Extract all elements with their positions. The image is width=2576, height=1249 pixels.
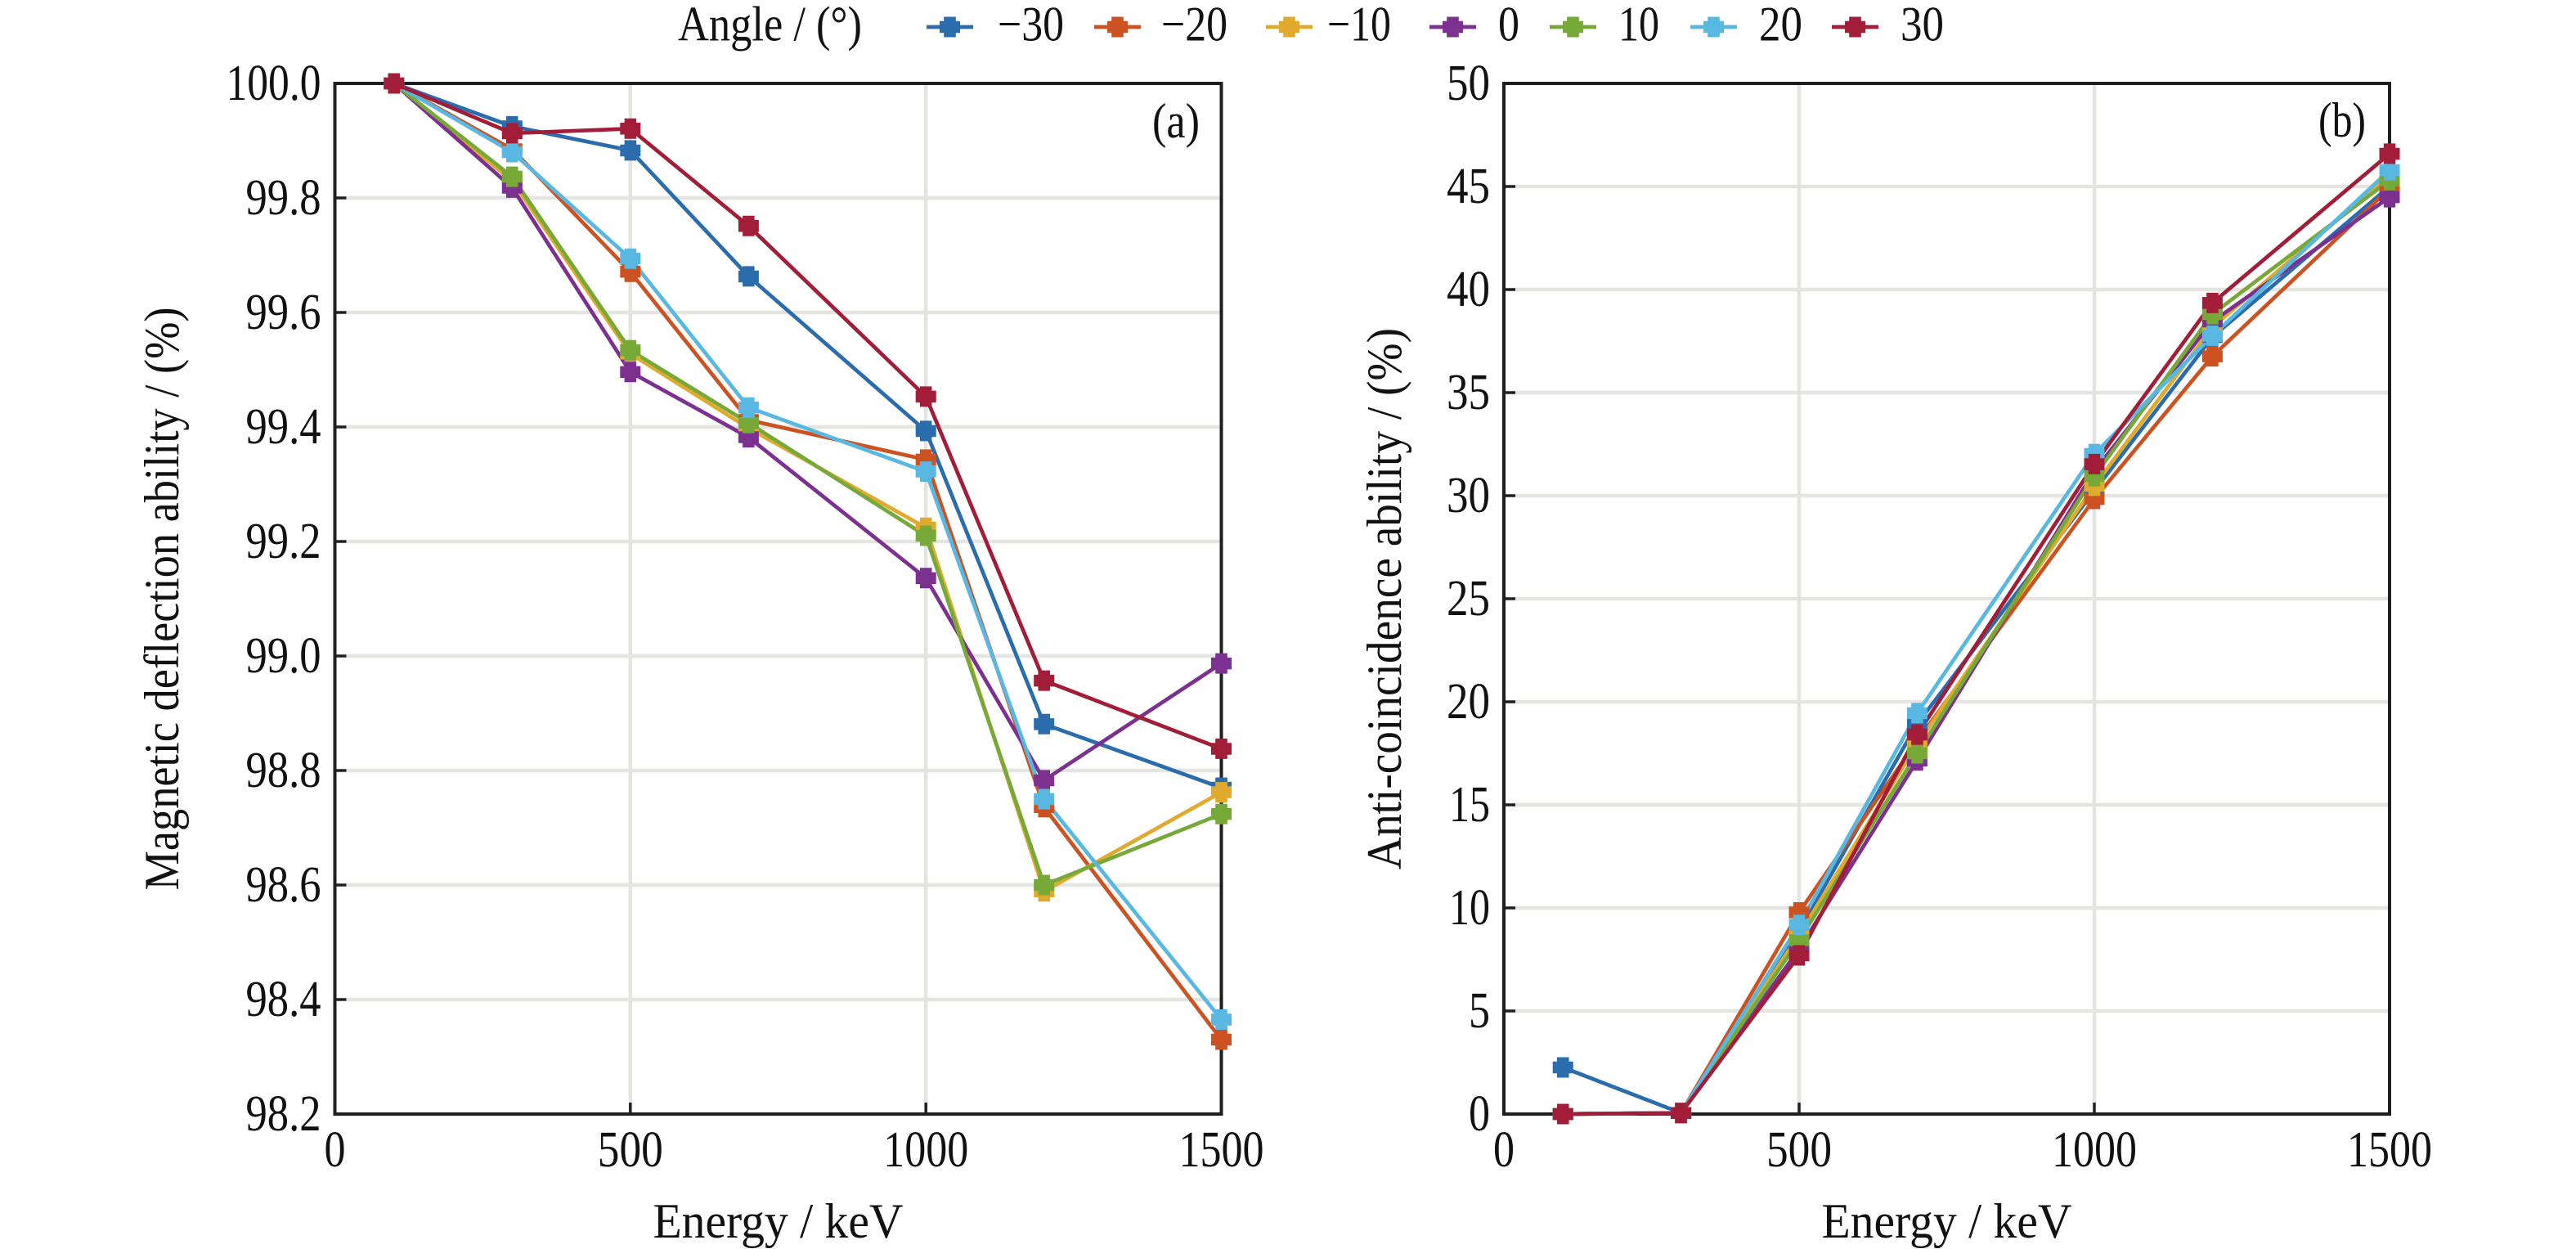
svg-text:20: 20: [1759, 0, 1802, 52]
svg-text:−10: −10: [1327, 0, 1391, 52]
svg-text:45: 45: [1447, 159, 1490, 214]
svg-text:0: 0: [325, 1122, 346, 1178]
svg-text:20: 20: [1447, 674, 1490, 730]
svg-text:98.8: 98.8: [246, 743, 321, 798]
svg-text:1500: 1500: [2347, 1122, 2432, 1178]
svg-text:1000: 1000: [2052, 1122, 2137, 1178]
svg-text:1000: 1000: [883, 1122, 968, 1178]
svg-text:98.4: 98.4: [246, 972, 321, 1027]
svg-text:0: 0: [1493, 1122, 1515, 1178]
svg-text:40: 40: [1447, 262, 1490, 317]
svg-text:0: 0: [1469, 1086, 1490, 1142]
svg-text:5: 5: [1469, 983, 1490, 1039]
svg-text:99.6: 99.6: [246, 285, 321, 340]
svg-text:Energy / keV: Energy / keV: [653, 1194, 904, 1248]
svg-text:98.6: 98.6: [246, 857, 321, 913]
svg-text:99.0: 99.0: [246, 628, 321, 684]
svg-text:500: 500: [598, 1122, 663, 1178]
svg-text:99.4: 99.4: [246, 399, 321, 455]
svg-text:500: 500: [1766, 1122, 1832, 1178]
svg-text:25: 25: [1447, 571, 1490, 627]
svg-text:Magnetic deflection ability /: Magnetic deflection ability / (%): [135, 308, 189, 891]
svg-text:10: 10: [1449, 880, 1490, 936]
svg-text:99.8: 99.8: [246, 170, 321, 226]
svg-text:35: 35: [1447, 365, 1490, 420]
svg-text:30: 30: [1901, 0, 1944, 52]
svg-text:(b): (b): [2318, 93, 2366, 147]
svg-text:15: 15: [1449, 777, 1490, 833]
svg-text:0: 0: [1498, 0, 1519, 52]
svg-text:Anti-coincidence ability / (%): Anti-coincidence ability / (%): [1358, 328, 1411, 869]
svg-text:Angle / (°): Angle / (°): [678, 0, 862, 52]
svg-text:(a): (a): [1152, 94, 1200, 148]
svg-text:50: 50: [1447, 56, 1490, 111]
svg-text:98.2: 98.2: [246, 1086, 321, 1142]
svg-text:1500: 1500: [1179, 1122, 1264, 1178]
svg-text:30: 30: [1447, 468, 1490, 523]
svg-text:99.2: 99.2: [246, 514, 321, 569]
svg-text:Energy / keV: Energy / keV: [1822, 1194, 2072, 1248]
svg-text:100.0: 100.0: [227, 56, 321, 111]
svg-text:10: 10: [1618, 0, 1659, 52]
svg-text:−30: −30: [998, 0, 1064, 52]
svg-text:−20: −20: [1161, 0, 1227, 52]
